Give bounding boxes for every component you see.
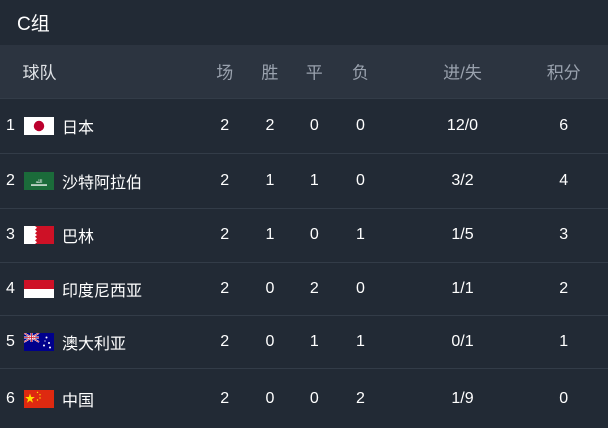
svg-text:الله: الله bbox=[36, 179, 43, 185]
